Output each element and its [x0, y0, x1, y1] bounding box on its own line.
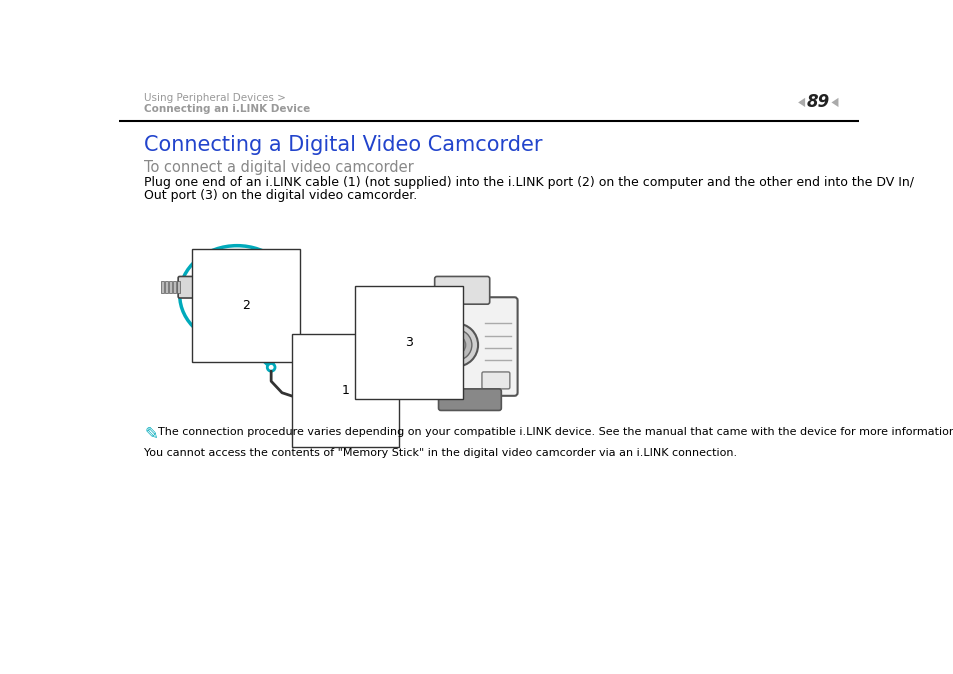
- FancyBboxPatch shape: [246, 259, 263, 274]
- Polygon shape: [831, 98, 838, 107]
- FancyBboxPatch shape: [435, 276, 489, 304]
- Text: Using Peripheral Devices >: Using Peripheral Devices >: [144, 93, 286, 103]
- Text: i: i: [238, 260, 245, 278]
- FancyBboxPatch shape: [426, 344, 431, 360]
- Text: 2: 2: [241, 299, 250, 312]
- Text: You cannot access the contents of "Memory Stick" in the digital video camcorder : You cannot access the contents of "Memor…: [144, 448, 737, 458]
- Text: 89: 89: [806, 94, 829, 111]
- FancyBboxPatch shape: [481, 372, 509, 389]
- Bar: [176, 281, 179, 293]
- Text: Connecting an i.LINK Device: Connecting an i.LINK Device: [144, 104, 310, 114]
- FancyBboxPatch shape: [426, 297, 517, 396]
- Text: Out port (3) on the digital video camcorder.: Out port (3) on the digital video camcor…: [144, 189, 416, 202]
- Circle shape: [440, 330, 472, 361]
- Bar: [165, 281, 168, 293]
- Text: Connecting a Digital Video Camcorder: Connecting a Digital Video Camcorder: [144, 135, 542, 155]
- Bar: [161, 281, 164, 293]
- Text: 1: 1: [341, 384, 349, 397]
- Polygon shape: [798, 98, 804, 107]
- Circle shape: [406, 377, 415, 386]
- Text: 3: 3: [405, 336, 413, 349]
- Circle shape: [435, 324, 477, 367]
- FancyBboxPatch shape: [438, 389, 500, 410]
- Bar: [169, 281, 172, 293]
- Text: The connection procedure varies depending on your compatible i.LINK device. See : The connection procedure varies dependin…: [158, 427, 953, 437]
- FancyBboxPatch shape: [241, 254, 268, 279]
- Circle shape: [447, 336, 465, 355]
- Bar: [172, 281, 175, 293]
- Circle shape: [267, 363, 274, 371]
- Text: ✎: ✎: [144, 425, 158, 443]
- Text: To connect a digital video camcorder: To connect a digital video camcorder: [144, 160, 414, 175]
- Polygon shape: [243, 341, 286, 367]
- FancyBboxPatch shape: [178, 276, 203, 298]
- Text: Plug one end of an i.LINK cable (1) (not supplied) into the i.LINK port (2) on t: Plug one end of an i.LINK cable (1) (not…: [144, 177, 913, 189]
